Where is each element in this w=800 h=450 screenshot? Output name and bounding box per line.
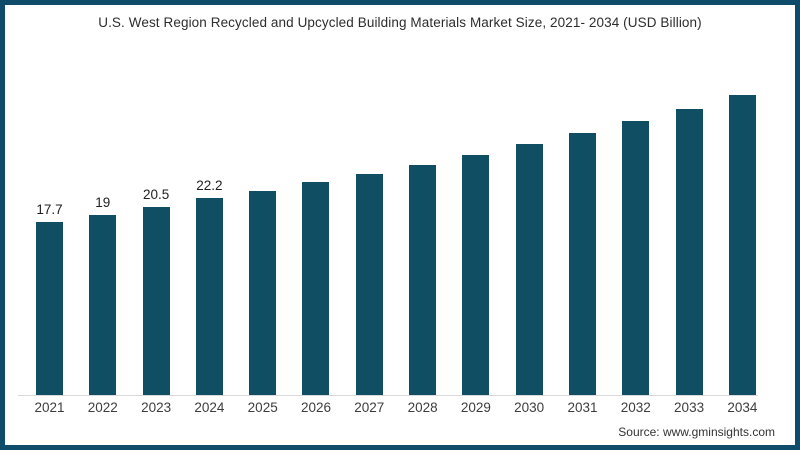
bar-2027 <box>355 173 383 395</box>
x-tick-label-2031: 2031 <box>567 400 598 415</box>
bar-chart-plot-area: 17.7 19 20.5 22.2 <box>36 35 756 395</box>
bar-2026 <box>302 182 330 395</box>
x-tick-label-2024: 2024 <box>194 400 225 415</box>
bar-2025 <box>249 190 277 395</box>
bar-column-2026 <box>302 182 330 395</box>
bar-column-2031 <box>568 132 596 395</box>
bar-column-2027 <box>355 173 383 395</box>
bar-2032 <box>622 121 650 395</box>
bar-column-2025 <box>249 190 277 395</box>
x-tick-label-2028: 2028 <box>407 400 438 415</box>
x-tick-label-2034: 2034 <box>727 400 758 415</box>
x-tick-label-2027: 2027 <box>354 400 385 415</box>
x-tick-label-2021: 2021 <box>34 400 65 415</box>
bar-column-2033 <box>675 108 703 395</box>
bar-2031 <box>568 132 596 395</box>
bar-2024 <box>195 198 223 395</box>
x-tick-label-2032: 2032 <box>620 400 651 415</box>
bar-value-label: 20.5 <box>142 187 170 203</box>
bar-column-2024: 22.2 <box>195 178 223 395</box>
bar-column-2028 <box>409 164 437 395</box>
bar-2021 <box>36 221 63 395</box>
x-tick-label-2029: 2029 <box>460 400 491 415</box>
bar-value-label: 22.2 <box>196 178 223 194</box>
bar-column-2034 <box>728 94 756 395</box>
x-tick-label-2026: 2026 <box>300 400 332 415</box>
bar-column-2029 <box>462 154 490 395</box>
bar-value-label: 17.7 <box>36 201 63 217</box>
bar-value-label: 19 <box>95 195 111 210</box>
bar-2034 <box>728 94 756 395</box>
bar-column-2022: 19 <box>89 195 117 395</box>
bar-column-2030 <box>515 144 543 395</box>
x-tick-label-2033: 2033 <box>674 400 705 415</box>
bar-2022 <box>89 215 117 395</box>
chart-title: U.S. West Region Recycled and Upcycled B… <box>98 15 702 30</box>
bar-column-2021: 17.7 <box>36 202 63 395</box>
x-axis-line <box>18 395 758 396</box>
bar-2030 <box>515 144 543 395</box>
bar-column-2032 <box>622 121 650 395</box>
x-axis-tick-labels: 2021 2022 2023 2024 2025 2026 2027 2028 2029 2030… <box>34 400 758 415</box>
bar-2023 <box>142 207 170 395</box>
x-tick-label-2022: 2022 <box>87 400 118 415</box>
bar-2033 <box>675 108 703 395</box>
x-tick-label-2023: 2023 <box>141 400 172 415</box>
x-tick-label-2025: 2025 <box>247 400 278 415</box>
bar-column-2023: 20.5 <box>142 187 170 395</box>
source-attribution: Source: www.gminsights.com <box>618 425 775 439</box>
x-tick-label-2030: 2030 <box>514 400 545 415</box>
bar-2029 <box>462 154 490 395</box>
bar-2028 <box>409 164 437 395</box>
